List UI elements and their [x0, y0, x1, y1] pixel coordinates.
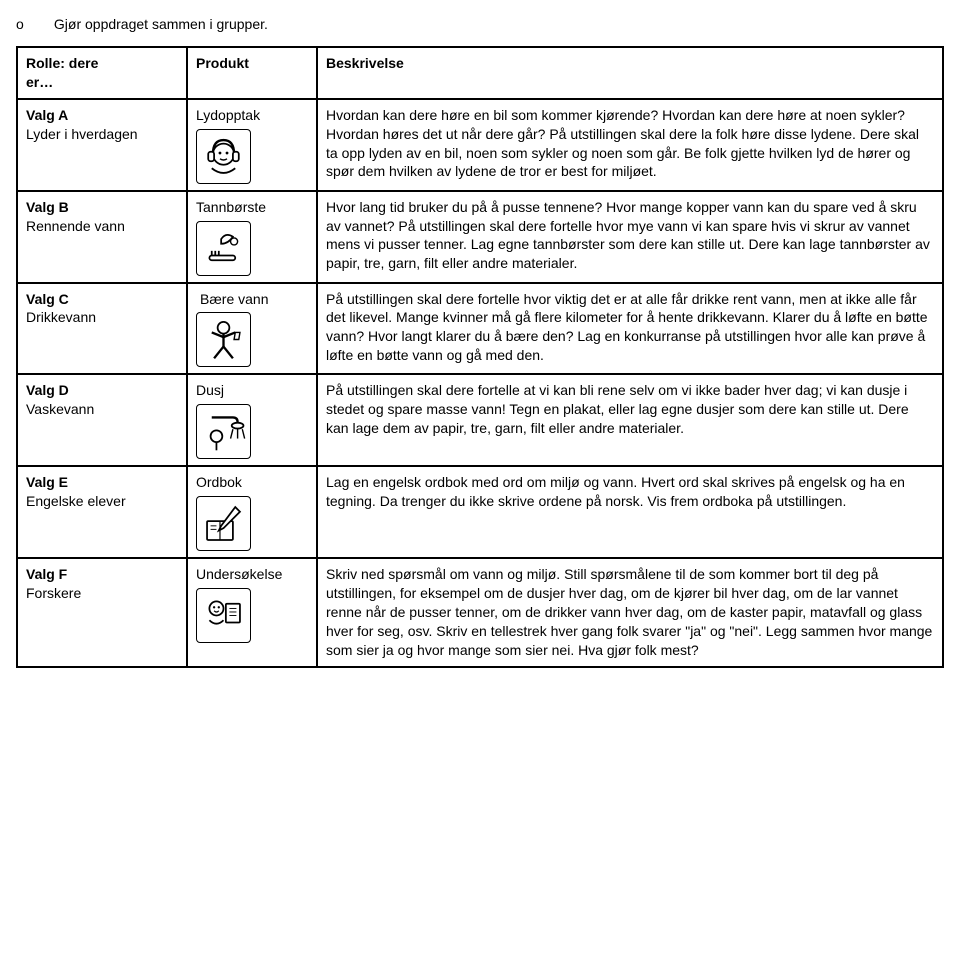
row-label-bold: Valg A — [26, 107, 68, 123]
row-label-sub: Drikkevann — [26, 309, 96, 325]
header-product: Produkt — [187, 47, 317, 99]
header-description: Beskrivelse — [317, 47, 943, 99]
table-header-row: Rolle: dere er… Produkt Beskrivelse — [17, 47, 943, 99]
role-cell: Valg C Drikkevann — [17, 283, 187, 375]
product-label: Lydopptak — [196, 107, 260, 123]
table-row: Valg D Vaskevann Dusj På utstillingen sk… — [17, 374, 943, 466]
row-label-sub: Vaskevann — [26, 401, 94, 417]
product-cell: Dusj — [187, 374, 317, 466]
header-role-line2: er… — [26, 74, 53, 90]
description-cell: Skriv ned spørsmål om vann og miljø. Sti… — [317, 558, 943, 666]
row-label-bold: Valg F — [26, 566, 67, 582]
row-label-bold: Valg B — [26, 199, 69, 215]
row-label-sub: Lyder i hverdagen — [26, 126, 138, 142]
description-cell: På utstillingen skal dere fortelle at vi… — [317, 374, 943, 466]
role-cell: Valg D Vaskevann — [17, 374, 187, 466]
row-label-bold: Valg D — [26, 382, 69, 398]
table-row: Valg F Forskere Undersøkelse Skriv ned s… — [17, 558, 943, 666]
table-row: Valg E Engelske elever Ordbok Lag en eng… — [17, 466, 943, 558]
intro-line: o Gjør oppdraget sammen i grupper. — [16, 16, 944, 32]
header-role-line1: Rolle: dere — [26, 55, 98, 71]
survey-cartoon-icon — [196, 588, 251, 643]
description-cell: Lag en engelsk ordbok med ord om miljø o… — [317, 466, 943, 558]
intro-text: Gjør oppdraget sammen i grupper. — [54, 16, 268, 32]
product-cell: Tannbørste — [187, 191, 317, 283]
product-cell: Undersøkelse — [187, 558, 317, 666]
product-label: Bære vann — [196, 291, 268, 307]
product-label: Undersøkelse — [196, 566, 282, 582]
headphones-cartoon-icon — [196, 129, 251, 184]
assignment-table: Rolle: dere er… Produkt Beskrivelse Valg… — [16, 46, 944, 668]
description-cell: Hvor lang tid bruker du på å pusse tenne… — [317, 191, 943, 283]
toothbrush-cartoon-icon — [196, 221, 251, 276]
row-label-bold: Valg C — [26, 291, 69, 307]
description-cell: Hvordan kan dere høre en bil som kommer … — [317, 99, 943, 191]
product-cell: Bære vann — [187, 283, 317, 375]
carry-bucket-cartoon-icon — [196, 312, 251, 367]
product-label: Dusj — [196, 382, 224, 398]
table-row: Valg B Rennende vann Tannbørste Hvor lan… — [17, 191, 943, 283]
table-row: Valg A Lyder i hverdagen Lydopptak Hvord… — [17, 99, 943, 191]
role-cell: Valg E Engelske elever — [17, 466, 187, 558]
role-cell: Valg B Rennende vann — [17, 191, 187, 283]
row-label-sub: Rennende vann — [26, 218, 125, 234]
description-cell: På utstillingen skal dere fortelle hvor … — [317, 283, 943, 375]
row-label-bold: Valg E — [26, 474, 68, 490]
table-row: Valg C Drikkevann Bære vann På utstillin… — [17, 283, 943, 375]
header-role: Rolle: dere er… — [17, 47, 187, 99]
role-cell: Valg A Lyder i hverdagen — [17, 99, 187, 191]
shower-cartoon-icon — [196, 404, 251, 459]
writing-book-cartoon-icon — [196, 496, 251, 551]
row-label-sub: Engelske elever — [26, 493, 126, 509]
product-cell: Lydopptak — [187, 99, 317, 191]
role-cell: Valg F Forskere — [17, 558, 187, 666]
product-cell: Ordbok — [187, 466, 317, 558]
product-label: Ordbok — [196, 474, 242, 490]
bullet-marker: o — [16, 16, 50, 32]
row-label-sub: Forskere — [26, 585, 81, 601]
product-label: Tannbørste — [196, 199, 266, 215]
